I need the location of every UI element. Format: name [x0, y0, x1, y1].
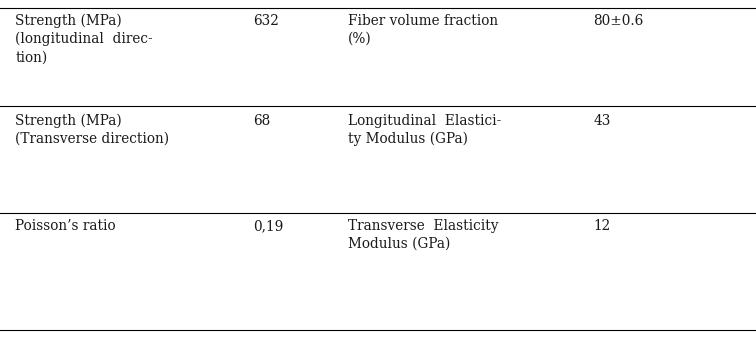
Text: Strength (MPa)
(longitudinal  direc-
tion): Strength (MPa) (longitudinal direc- tion… [15, 14, 153, 64]
Text: 12: 12 [593, 219, 611, 233]
Text: Transverse  Elasticity
Modulus (GPa): Transverse Elasticity Modulus (GPa) [348, 219, 498, 251]
Text: 632: 632 [253, 14, 279, 28]
Text: 43: 43 [593, 114, 611, 128]
Text: Longitudinal  Elastici-
ty Modulus (GPa): Longitudinal Elastici- ty Modulus (GPa) [348, 114, 501, 146]
Text: Strength (MPa)
(Transverse direction): Strength (MPa) (Transverse direction) [15, 114, 169, 146]
Text: 0,19: 0,19 [253, 219, 284, 233]
Text: 68: 68 [253, 114, 271, 128]
Text: Fiber volume fraction
(%): Fiber volume fraction (%) [348, 14, 498, 46]
Text: Poisson’s ratio: Poisson’s ratio [15, 219, 116, 233]
Text: 80±0.6: 80±0.6 [593, 14, 643, 28]
